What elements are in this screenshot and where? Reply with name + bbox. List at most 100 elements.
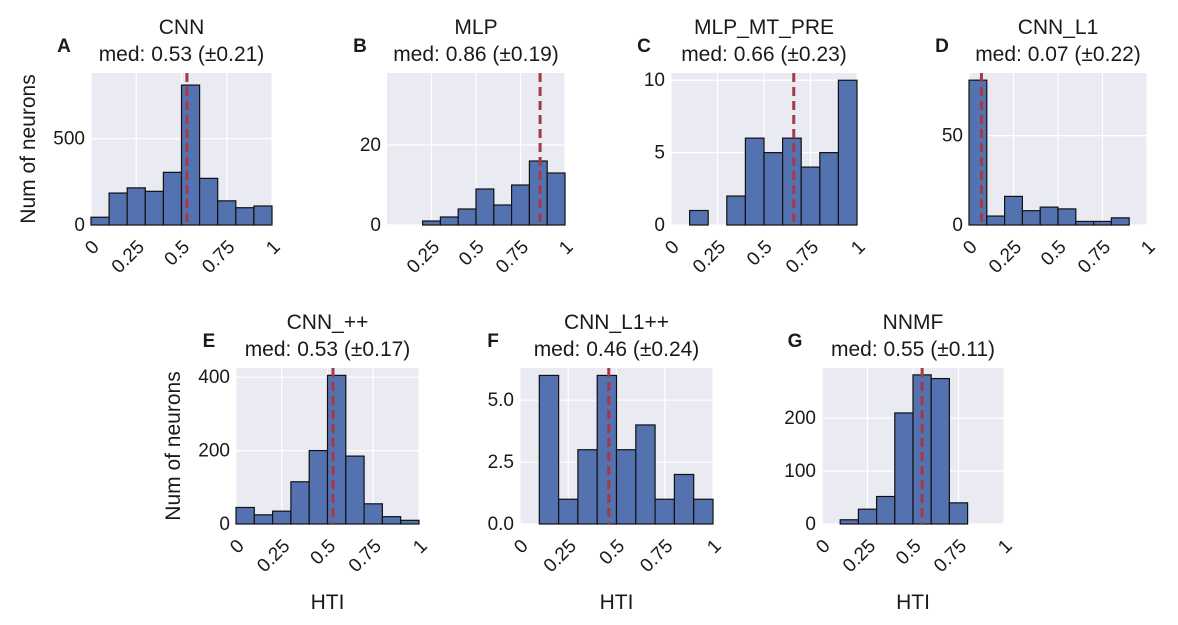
x-tick-label: 0.25 [540, 536, 581, 577]
y-tick-label: 20 [360, 135, 381, 156]
histogram-bar [511, 184, 531, 226]
y-axis-label: Num of neurons [162, 371, 185, 520]
histogram-bar [1021, 210, 1041, 226]
y-tick-label: 5 [654, 143, 665, 164]
histogram-bar [235, 207, 255, 226]
x-tick-label: 0.25 [839, 536, 880, 577]
panel-letter: G [788, 331, 803, 352]
x-tick-label: 0.25 [403, 237, 444, 278]
x-tick-label: 0.5 [743, 237, 777, 271]
panel-title: CNN_++ [287, 311, 369, 334]
histogram-bar [577, 449, 598, 525]
histogram-bar [875, 495, 896, 525]
histogram-bar [199, 177, 219, 226]
histogram-bar [253, 514, 274, 525]
x-tick-label: 0.75 [930, 536, 971, 577]
histogram-bar [693, 498, 714, 525]
panel-letter: A [57, 36, 71, 57]
panel-title: MLP [454, 16, 497, 39]
histogram-bar [673, 473, 695, 525]
panel-title: CNN_L1 [1018, 16, 1099, 39]
histogram-bar [839, 519, 860, 525]
x-tick-label: 0.5 [892, 536, 926, 570]
panel-title: MLP_MT_PRE [694, 16, 834, 39]
y-tick-label: 10 [644, 70, 665, 91]
y-axis-label: Num of neurons [17, 74, 40, 223]
x-tick-label: 0.75 [345, 536, 386, 577]
histogram-bar [272, 510, 292, 525]
y-tick-label: 0 [654, 215, 665, 236]
histogram-bar [1092, 220, 1112, 226]
histogram-bar [126, 187, 146, 226]
x-tick-label: 0.25 [985, 237, 1026, 278]
x-tick-label: 0.25 [253, 536, 294, 577]
histogram-bar [615, 449, 637, 525]
x-tick-label: 0 [661, 237, 683, 259]
histogram-bar [180, 84, 201, 226]
histogram-bar [363, 503, 384, 525]
histogram-bar [837, 79, 858, 226]
x-tick-label: 1 [703, 536, 725, 558]
histogram-bar [422, 220, 442, 226]
histogram-bar [1057, 208, 1077, 226]
histogram-bar [217, 200, 237, 226]
y-tick-label: 400 [198, 367, 230, 388]
histogram-bar [557, 498, 579, 525]
histogram-bar [654, 498, 675, 525]
x-tick-label: 0.75 [492, 237, 533, 278]
y-tick-label: 2.5 [488, 452, 514, 473]
histogram-bar [290, 481, 310, 525]
histogram-bar [596, 374, 618, 525]
y-tick-label: 100 [784, 461, 816, 482]
histogram-bar [1039, 206, 1059, 226]
x-tick-label: 1 [994, 536, 1016, 558]
x-axis-label: HTI [896, 591, 930, 614]
x-tick-label: 0 [959, 237, 981, 259]
histogram-bar [857, 508, 878, 525]
y-tick-label: 0 [952, 215, 963, 236]
histogram-bar [493, 204, 513, 226]
x-tick-label: 0.75 [1074, 237, 1115, 278]
panel-letter: F [487, 331, 499, 352]
y-tick-label: 0 [74, 215, 85, 236]
histogram-bar [894, 412, 914, 525]
x-tick-label: 0.5 [455, 237, 489, 271]
x-tick-label: 1 [555, 237, 577, 259]
y-tick-label: 0 [805, 514, 816, 535]
x-tick-label: 1 [409, 536, 431, 558]
histogram-bar [475, 188, 495, 226]
histogram-bar [763, 152, 784, 226]
histogram-bar [1003, 195, 1023, 226]
histogram-bar [345, 455, 365, 525]
x-tick-label: 0.25 [108, 237, 149, 278]
y-tick-label: 200 [784, 408, 816, 429]
panel-subtitle: med: 0.07 (±0.22) [975, 43, 1141, 66]
x-tick-label: 1 [847, 237, 869, 259]
panel-subtitle: med: 0.55 (±0.11) [831, 338, 995, 361]
y-tick-label: 0 [219, 514, 230, 535]
panel-letter: D [935, 36, 949, 57]
histogram-bar [400, 519, 420, 525]
panel-title: CNN_L1++ [564, 311, 669, 334]
panel-F: 0.0 2.5 5.0 0 0.25 0.5 0.75 1 CNN_L1++ med: 0.46 … [487, 311, 725, 614]
x-tick-label: 0 [226, 536, 248, 558]
x-axis-label: HTI [311, 591, 345, 614]
panel-subtitle: med: 0.53 (±0.17) [245, 338, 411, 361]
histogram-bar [253, 205, 273, 226]
panel-letter: E [203, 331, 216, 352]
panel-B: 0 20 0.25 0.5 0.75 1 MLP med: 0.86 (±0.19) B [353, 16, 577, 278]
x-tick-label: 0.5 [307, 536, 341, 570]
y-tick-label: 500 [53, 129, 85, 150]
panel-subtitle: med: 0.86 (±0.19) [393, 43, 559, 66]
histogram-bar [538, 374, 560, 525]
histogram-bar [308, 449, 329, 525]
y-tick-label: 50 [942, 126, 963, 147]
histogram-bar [635, 424, 656, 525]
panel-subtitle: med: 0.66 (±0.23) [681, 43, 847, 66]
x-tick-label: 0.75 [198, 237, 239, 278]
x-tick-label: 0 [81, 237, 103, 259]
histogram-bar [781, 137, 802, 226]
panel-title: CNN [159, 16, 205, 39]
